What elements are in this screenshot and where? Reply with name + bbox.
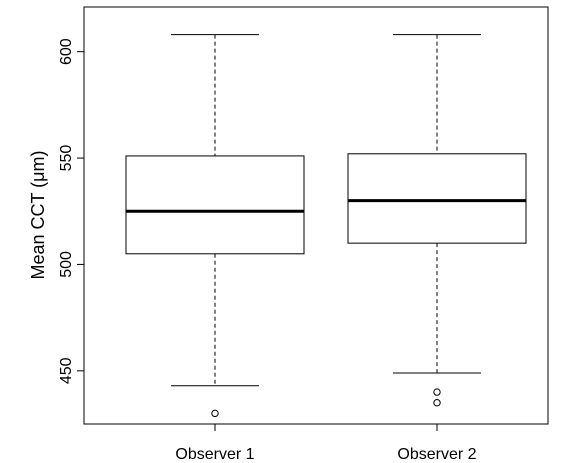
x-tick-label-2: Observer 2 xyxy=(397,446,476,463)
outlier-point xyxy=(433,388,441,396)
y-tick-label-500: 500 xyxy=(58,251,75,278)
y-axis-title: Mean CCT (μm) xyxy=(28,150,48,279)
iqr-box xyxy=(347,153,527,244)
outlier-point xyxy=(433,399,441,407)
iqr-box xyxy=(125,155,305,255)
outlier-point xyxy=(211,409,219,418)
box-1 xyxy=(125,34,305,418)
y-tick-label-450: 450 xyxy=(58,357,75,384)
plot-frame xyxy=(83,6,549,425)
box-group xyxy=(125,34,527,418)
x-tick-label-1: Observer 1 xyxy=(175,446,254,463)
box-2 xyxy=(347,34,527,407)
x-axis: Observer 1 Observer 2 xyxy=(175,424,477,463)
y-axis: 450 500 550 600 xyxy=(58,38,84,384)
y-tick-label-600: 600 xyxy=(58,38,75,65)
y-tick-label-550: 550 xyxy=(58,145,75,172)
